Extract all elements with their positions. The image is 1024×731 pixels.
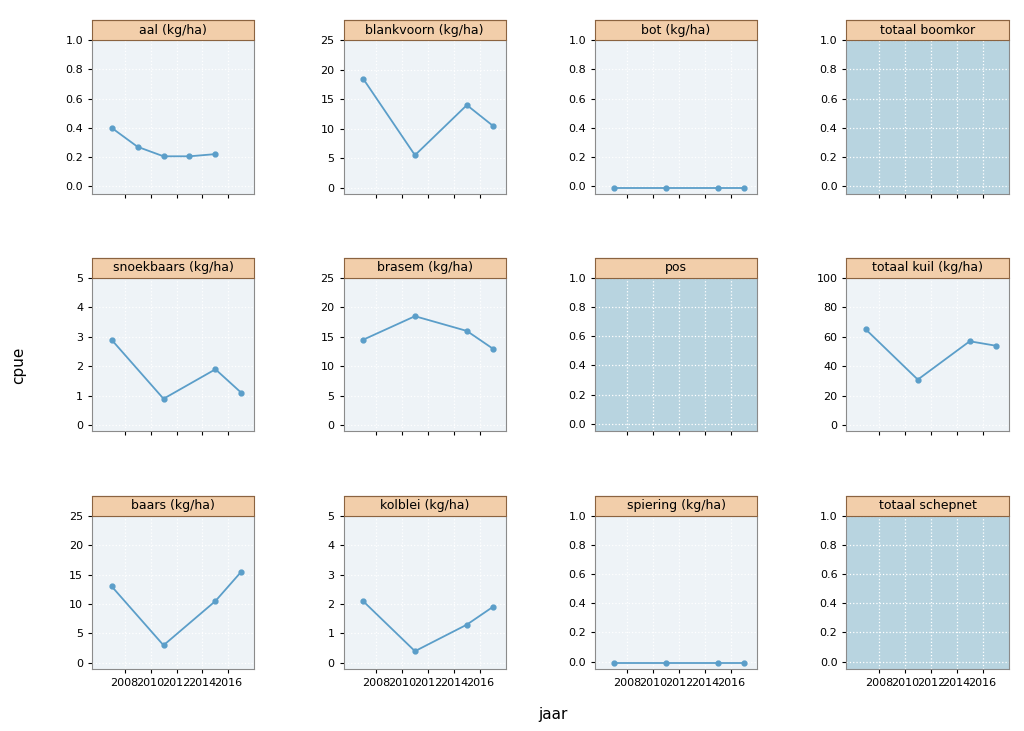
Text: aal (kg/ha): aal (kg/ha): [139, 23, 207, 37]
Bar: [595, 258, 757, 278]
Bar: [92, 20, 254, 40]
Text: baars (kg/ha): baars (kg/ha): [131, 499, 215, 512]
Text: totaal schepnet: totaal schepnet: [879, 499, 977, 512]
Bar: [344, 496, 506, 515]
Bar: [595, 496, 757, 515]
Bar: [847, 496, 1009, 515]
Bar: [92, 496, 254, 515]
Bar: [344, 20, 506, 40]
Text: bot (kg/ha): bot (kg/ha): [641, 23, 711, 37]
Text: spiering (kg/ha): spiering (kg/ha): [627, 499, 726, 512]
Text: jaar: jaar: [539, 708, 567, 722]
Bar: [847, 258, 1009, 278]
Text: pos: pos: [666, 262, 687, 274]
Text: kolblei (kg/ha): kolblei (kg/ha): [380, 499, 469, 512]
Bar: [92, 258, 254, 278]
Bar: [847, 20, 1009, 40]
Bar: [344, 258, 506, 278]
Text: blankvoorn (kg/ha): blankvoorn (kg/ha): [366, 23, 484, 37]
Text: snoekbaars (kg/ha): snoekbaars (kg/ha): [113, 262, 233, 274]
Bar: [595, 20, 757, 40]
Text: brasem (kg/ha): brasem (kg/ha): [377, 262, 473, 274]
Text: cpue: cpue: [11, 346, 26, 385]
Text: totaal kuil (kg/ha): totaal kuil (kg/ha): [872, 262, 983, 274]
Text: totaal boomkor: totaal boomkor: [880, 23, 975, 37]
